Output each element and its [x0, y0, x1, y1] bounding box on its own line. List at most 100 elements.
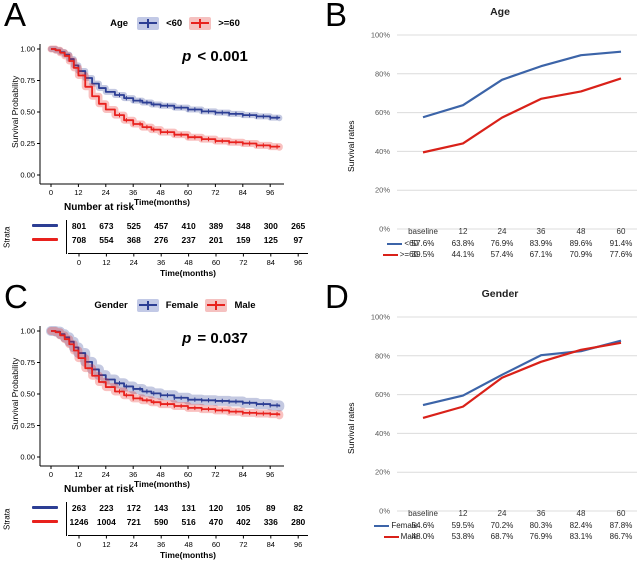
rate-table-header: baseline 12 24 36 48 60 [320, 509, 639, 520]
series-name: <60 [404, 239, 418, 248]
rate-value: 67.1% [529, 250, 553, 259]
rate-value: 70.9% [569, 250, 593, 259]
svg-text:0: 0 [49, 188, 53, 197]
rate-table-row: <60 57.6% 63.8% 76.9% 83.9% 89.6% 91.4% [320, 239, 639, 250]
legend-key-blue-icon [136, 298, 159, 312]
rate-plot-svg: 100% 80% 60% 40% 20% 0% [371, 313, 637, 516]
svg-text:0.75: 0.75 [20, 76, 35, 85]
legend-key-blue-icon [137, 16, 160, 30]
svg-text:0: 0 [49, 470, 53, 479]
rate-value: 54.6% [411, 521, 435, 530]
panel-a-km-age: A Age <60 >=60 p < 0.001 Survival Probab… [0, 0, 320, 281]
svg-text:Time(months): Time(months) [160, 268, 216, 278]
panel-b-rates-age: B Age Survival rates 100% 80% 60% 40% 20% 0% … [320, 0, 639, 281]
rate-value: 83.9% [529, 239, 553, 248]
rate-value: 39.5% [411, 250, 435, 259]
svg-text:60%: 60% [375, 390, 390, 399]
rate-value: 86.7% [609, 532, 633, 541]
km-legend: Gender Female Male [30, 296, 320, 314]
rate-table-col-header: 60 [616, 509, 626, 518]
svg-text:40%: 40% [375, 429, 390, 438]
rate-series-legend: Male [338, 532, 418, 541]
legend-title: Gender [94, 299, 128, 311]
rate-table-col-header: 60 [616, 227, 626, 236]
risk-value: 300 [263, 221, 278, 231]
rate-series-legend: >=60 [338, 250, 418, 259]
rate-table-col-header: baseline [408, 509, 438, 518]
rate-value: 57.6% [411, 239, 435, 248]
svg-text:0: 0 [77, 258, 81, 267]
series-color-dash [387, 242, 403, 245]
rate-plot-svg: 100% 80% 60% 40% 20% 0% [371, 31, 637, 234]
risk-value: 389 [208, 221, 224, 231]
svg-text:24: 24 [130, 258, 138, 267]
svg-text:96: 96 [294, 540, 302, 549]
rate-table-row: Female 54.6% 59.5% 70.2% 80.3% 82.4% 87.8% [320, 521, 639, 532]
legend-item-label: >=60 [218, 17, 240, 29]
rate-table-row: >=60 39.5% 44.1% 57.4% 67.1% 70.9% 77.6% [320, 250, 639, 261]
risk-value: 402 [236, 517, 251, 527]
risk-value: 336 [263, 517, 278, 527]
risk-value: 263 [71, 503, 87, 513]
rate-table: baseline 12 24 36 48 60 Female 54.6% 59.5% 70.2% 8… [320, 509, 639, 549]
svg-text:84: 84 [267, 258, 275, 267]
rate-value: 80.3% [529, 521, 553, 530]
rate-value: 57.4% [490, 250, 514, 259]
svg-text:80%: 80% [375, 69, 390, 78]
svg-text:0.00: 0.00 [20, 453, 35, 462]
svg-text:1.00: 1.00 [20, 45, 35, 54]
risk-value: 590 [154, 517, 169, 527]
panel-d-rates-gender: D Gender Survival rates 100% 80% 60% 40% 20%… [320, 278, 639, 562]
svg-text:36: 36 [129, 470, 137, 479]
svg-text:72: 72 [211, 470, 219, 479]
km-plot-svg: 1.00 0.75 0.50 0.25 0.00 0 12 24 36 48 60 72 84 96 Tim… [20, 44, 284, 207]
risk-value: 159 [236, 235, 251, 245]
svg-text:Time(months): Time(months) [160, 550, 216, 560]
svg-text:Time(months): Time(months) [134, 197, 190, 207]
svg-text:48: 48 [184, 258, 192, 267]
svg-text:80%: 80% [375, 351, 390, 360]
strata-color-dash [32, 520, 58, 523]
svg-text:0.25: 0.25 [20, 139, 35, 148]
rate-value: 70.2% [490, 521, 514, 530]
svg-text:36: 36 [129, 188, 137, 197]
rate-value: 68.7% [490, 532, 514, 541]
rate-value: 76.9% [529, 532, 553, 541]
strata-color-dash [32, 506, 58, 509]
risk-row: 801 673 525 457 410 389 348 300 265 [0, 220, 320, 232]
svg-text:84: 84 [239, 470, 247, 479]
svg-text:12: 12 [102, 540, 110, 549]
svg-text:84: 84 [239, 188, 247, 197]
risk-axis-svg: 0 12 24 36 48 60 72 84 96 Time(months) [68, 535, 308, 560]
risk-value: 223 [99, 503, 114, 513]
series-name: Male [400, 532, 418, 541]
svg-text:36: 36 [157, 540, 165, 549]
risk-table: 801 673 525 457 410 389 348 300 265 708 554 368 276 2… [0, 220, 320, 254]
risk-value: 708 [71, 235, 87, 245]
svg-text:0.25: 0.25 [20, 421, 35, 430]
svg-text:36: 36 [157, 258, 165, 267]
risk-row: 263 223 172 143 131 120 105 89 82 [0, 502, 320, 514]
svg-text:96: 96 [294, 258, 302, 267]
risk-value: 457 [154, 221, 169, 231]
svg-text:12: 12 [102, 258, 110, 267]
risk-value: 470 [208, 517, 224, 527]
risk-table: 263 223 172 143 131 120 105 89 82 1246 1004 721 590 5… [0, 502, 320, 536]
rate-value: 44.1% [451, 250, 475, 259]
risk-value: 673 [99, 221, 114, 231]
rate-value: 48.0% [411, 532, 435, 541]
risk-value: 554 [99, 235, 114, 245]
risk-value: 801 [71, 221, 87, 231]
chart-title: Gender [481, 288, 519, 300]
rate-table-col-header: 36 [536, 227, 546, 236]
svg-text:100%: 100% [371, 31, 391, 40]
series-name: >=60 [399, 250, 418, 259]
svg-text:60: 60 [212, 258, 220, 267]
svg-text:20%: 20% [375, 186, 390, 195]
svg-text:40%: 40% [375, 147, 390, 156]
rate-value: 83.1% [569, 532, 593, 541]
risk-value: 237 [181, 235, 196, 245]
risk-row: 1246 1004 721 590 516 470 402 336 280 [0, 516, 320, 528]
risk-table-title: Number at risk [64, 484, 135, 495]
panel-c-km-gender: C Gender Female Male p = 0.037 Survival … [0, 278, 320, 562]
